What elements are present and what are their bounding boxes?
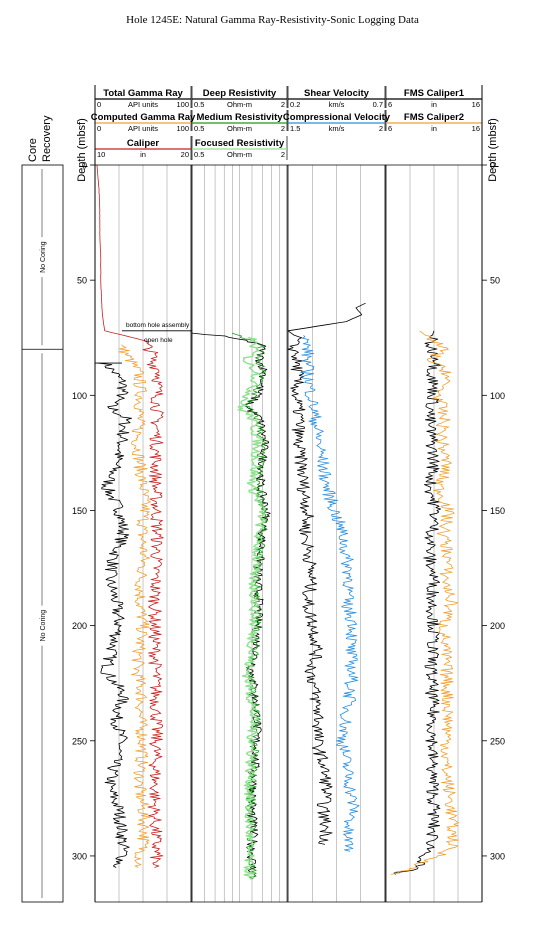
depth-tick-label: 100 [72, 391, 87, 401]
track-header-name: Total Gamma Ray [103, 88, 183, 99]
bha-label: bottom hole assembly [126, 322, 190, 329]
depth-tick-label: 150 [72, 506, 87, 516]
track-header-max: 2 [281, 124, 285, 133]
core-interval-label-bg [38, 605, 46, 646]
depth-tick-label: 0 [82, 161, 87, 171]
track-header-min: 0.5 [194, 124, 204, 133]
depth-tick-label: 250 [490, 736, 505, 746]
track-header-name: FMS Caliper1 [404, 88, 465, 99]
track-header-min: 0 [97, 100, 101, 109]
track-header-max: 2 [379, 124, 383, 133]
depth-tick-label: 150 [490, 506, 505, 516]
track-header-name: Deep Resistivity [203, 88, 277, 99]
track-header-max: 20 [181, 150, 189, 159]
track-header-units: in [140, 150, 146, 159]
track-header-units: in [431, 124, 437, 133]
track-header-min: 1.5 [290, 124, 300, 133]
core-column: Core Recovery No Coring No Coring [21, 115, 64, 903]
track-header-max: 16 [472, 124, 480, 133]
track-header-max: 100 [176, 100, 189, 109]
open-hole-label: open hole [144, 337, 173, 344]
track-header-name: Medium Resistivity [196, 112, 283, 123]
core-header: Core [27, 138, 39, 162]
depth-tick-label: 200 [72, 621, 87, 631]
series-focused-resistivity [237, 337, 267, 880]
track-header-max: 0.7 [373, 100, 383, 109]
track-header-min: 0 [97, 124, 101, 133]
depth-tick-label: 200 [490, 621, 505, 631]
track-header-units: API units [128, 124, 158, 133]
track-grid [94, 165, 483, 902]
track-header-units: Ohm-m [227, 124, 252, 133]
series-deep-resistivity [192, 332, 271, 880]
series-fms-caliper2 [390, 330, 460, 875]
depth-tick-label: 300 [72, 851, 87, 861]
depth-tick-label: 250 [72, 736, 87, 746]
track-header-name: Shear Velocity [304, 88, 370, 99]
core-interval-label: No Coring [40, 610, 47, 642]
depth-axis-label-left: Depth (mbsf) [76, 118, 88, 182]
depth-tick-label: 50 [490, 276, 500, 286]
core-interval-label: No Coring [40, 241, 47, 273]
depth-tick-label: 300 [490, 851, 505, 861]
track-header-name: Caliper [127, 138, 160, 149]
series-caliper [96, 164, 164, 868]
track-header-units: API units [128, 100, 158, 109]
log-curves [96, 164, 460, 880]
track-header-units: km/s [329, 124, 345, 133]
track-header-min: 10 [97, 150, 105, 159]
series-computed-gamma-ray [118, 344, 151, 868]
depth-tick-label: 50 [77, 276, 87, 286]
track-header-min: 0.5 [194, 150, 204, 159]
track-header-min: 0.2 [290, 100, 300, 109]
track-header-max: 100 [176, 124, 189, 133]
track-header-max: 2 [281, 150, 285, 159]
track-header-units: Ohm-m [227, 150, 252, 159]
core-box [21, 164, 64, 903]
series-total-gamma-ray [97, 362, 132, 868]
page-title: Hole 1245E: Natural Gamma Ray-Resistivit… [126, 14, 419, 26]
core-interval-label-bg [38, 237, 46, 278]
track-header-name: Computed Gamma Ray [91, 112, 196, 123]
track-header-max: 2 [281, 100, 285, 109]
depth-tick-label: 100 [490, 391, 505, 401]
track-header-name: FMS Caliper2 [404, 112, 464, 123]
series-compressional-velocity [300, 335, 360, 852]
depth-tick-label: 0 [490, 161, 495, 171]
depth-axis-label-right: Depth (mbsf) [487, 118, 499, 182]
track-header-units: in [431, 100, 437, 109]
track-header-name: Compressional Velocity [283, 112, 391, 123]
track-header-units: km/s [329, 100, 345, 109]
track-header-min: 0.5 [194, 100, 204, 109]
series-fms-caliper1 [393, 330, 442, 875]
track-header-units: Ohm-m [227, 100, 252, 109]
series-shear-velocity [287, 302, 366, 845]
track-header-name: Focused Resistivity [195, 138, 285, 149]
track-header-min: 6 [388, 124, 392, 133]
track-header-min: 6 [388, 100, 392, 109]
annotations: bottom hole assembly open hole [95, 322, 192, 364]
track-header-max: 16 [472, 100, 480, 109]
recovery-header: Recovery [41, 115, 53, 162]
